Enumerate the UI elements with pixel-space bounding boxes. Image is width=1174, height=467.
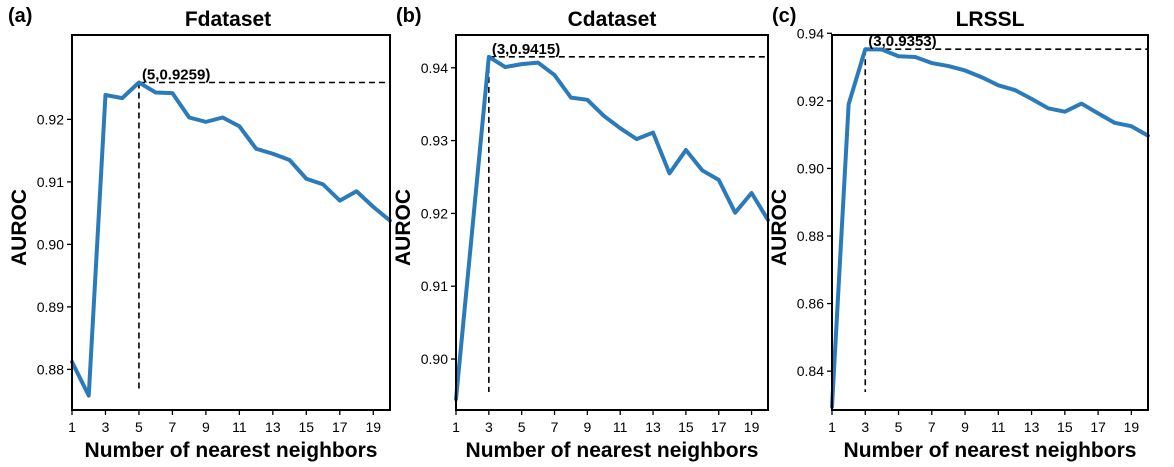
x-tick-label: 5 xyxy=(895,419,903,435)
x-tick-label: 1 xyxy=(68,419,76,435)
highlight-annotation: (3,0.9415) xyxy=(492,41,560,58)
y-axis-label: AUROC xyxy=(8,189,31,266)
panel-letter: (a) xyxy=(8,5,32,27)
panel-letter: (c) xyxy=(772,5,796,27)
x-tick-label: 13 xyxy=(1024,419,1040,435)
x-tick-label: 7 xyxy=(551,419,559,435)
x-tick-label: 13 xyxy=(645,419,661,435)
data-series-line xyxy=(454,54,770,402)
x-tick-label: 9 xyxy=(202,419,210,435)
x-tick-label: 17 xyxy=(332,419,348,435)
y-tick-label: 0.89 xyxy=(37,299,64,315)
plot-frame xyxy=(455,34,769,411)
x-tick-label: 3 xyxy=(102,419,110,435)
x-axis-label: Number of nearest neighbors xyxy=(466,439,759,462)
x-tick-label: 19 xyxy=(744,419,760,435)
y-tick-label: 0.84 xyxy=(797,363,824,379)
chart-title: Fdataset xyxy=(185,8,271,31)
x-tick-label: 11 xyxy=(613,419,628,435)
x-tick-label: 5 xyxy=(518,419,526,435)
x-tick-label: 15 xyxy=(299,419,315,435)
highlight-annotation: (5,0.9259) xyxy=(142,67,210,84)
chart-title: Cdataset xyxy=(568,8,657,31)
x-tick-label: 19 xyxy=(1124,419,1140,435)
x-tick-label: 15 xyxy=(678,419,694,435)
x-tick-label: 17 xyxy=(1090,419,1106,435)
y-tick-label: 0.92 xyxy=(421,205,448,221)
x-tick-label: 15 xyxy=(1057,419,1073,435)
x-tick-label: 3 xyxy=(485,419,493,435)
y-tick-label: 0.88 xyxy=(37,361,64,377)
x-tick-label: 3 xyxy=(861,419,869,435)
y-tick-label: 0.90 xyxy=(797,160,824,176)
x-axis-label: Number of nearest neighbors xyxy=(85,439,378,462)
x-tick-label: 9 xyxy=(961,419,969,435)
x-tick-label: 7 xyxy=(169,419,177,435)
panel-letter: (b) xyxy=(396,5,422,27)
y-tick-label: 0.92 xyxy=(797,93,824,109)
y-tick-label: 0.93 xyxy=(421,133,448,149)
y-tick-label: 0.90 xyxy=(421,351,448,367)
x-tick-label: 9 xyxy=(583,419,591,435)
x-tick-label: 13 xyxy=(265,419,281,435)
x-tick-label: 1 xyxy=(828,419,836,435)
highlight-annotation: (3,0.9353) xyxy=(868,33,936,50)
data-series-line xyxy=(830,47,1150,409)
chart-title: LRSSL xyxy=(956,8,1025,31)
plot-frame xyxy=(831,34,1149,411)
y-tick-label: 0.91 xyxy=(37,174,64,190)
y-tick-label: 0.90 xyxy=(37,236,64,252)
x-axis-label: Number of nearest neighbors xyxy=(844,439,1137,462)
y-tick-label: 0.94 xyxy=(421,60,448,76)
y-tick-label: 0.91 xyxy=(421,278,448,294)
y-axis-label: AUROC xyxy=(392,189,415,266)
x-tick-label: 5 xyxy=(135,419,143,435)
x-tick-label: 1 xyxy=(452,419,460,435)
x-tick-label: 19 xyxy=(365,419,381,435)
data-series-line xyxy=(70,80,392,398)
x-tick-label: 11 xyxy=(991,419,1006,435)
y-tick-label: 0.94 xyxy=(797,25,824,41)
x-tick-label: 11 xyxy=(232,419,247,435)
x-tick-label: 7 xyxy=(928,419,936,435)
y-tick-label: 0.86 xyxy=(797,296,824,312)
y-tick-label: 0.92 xyxy=(37,111,64,127)
x-tick-label: 17 xyxy=(711,419,727,435)
y-tick-label: 0.88 xyxy=(797,228,824,244)
plot-frame xyxy=(71,34,391,411)
y-axis-label: AUROC xyxy=(768,189,791,266)
